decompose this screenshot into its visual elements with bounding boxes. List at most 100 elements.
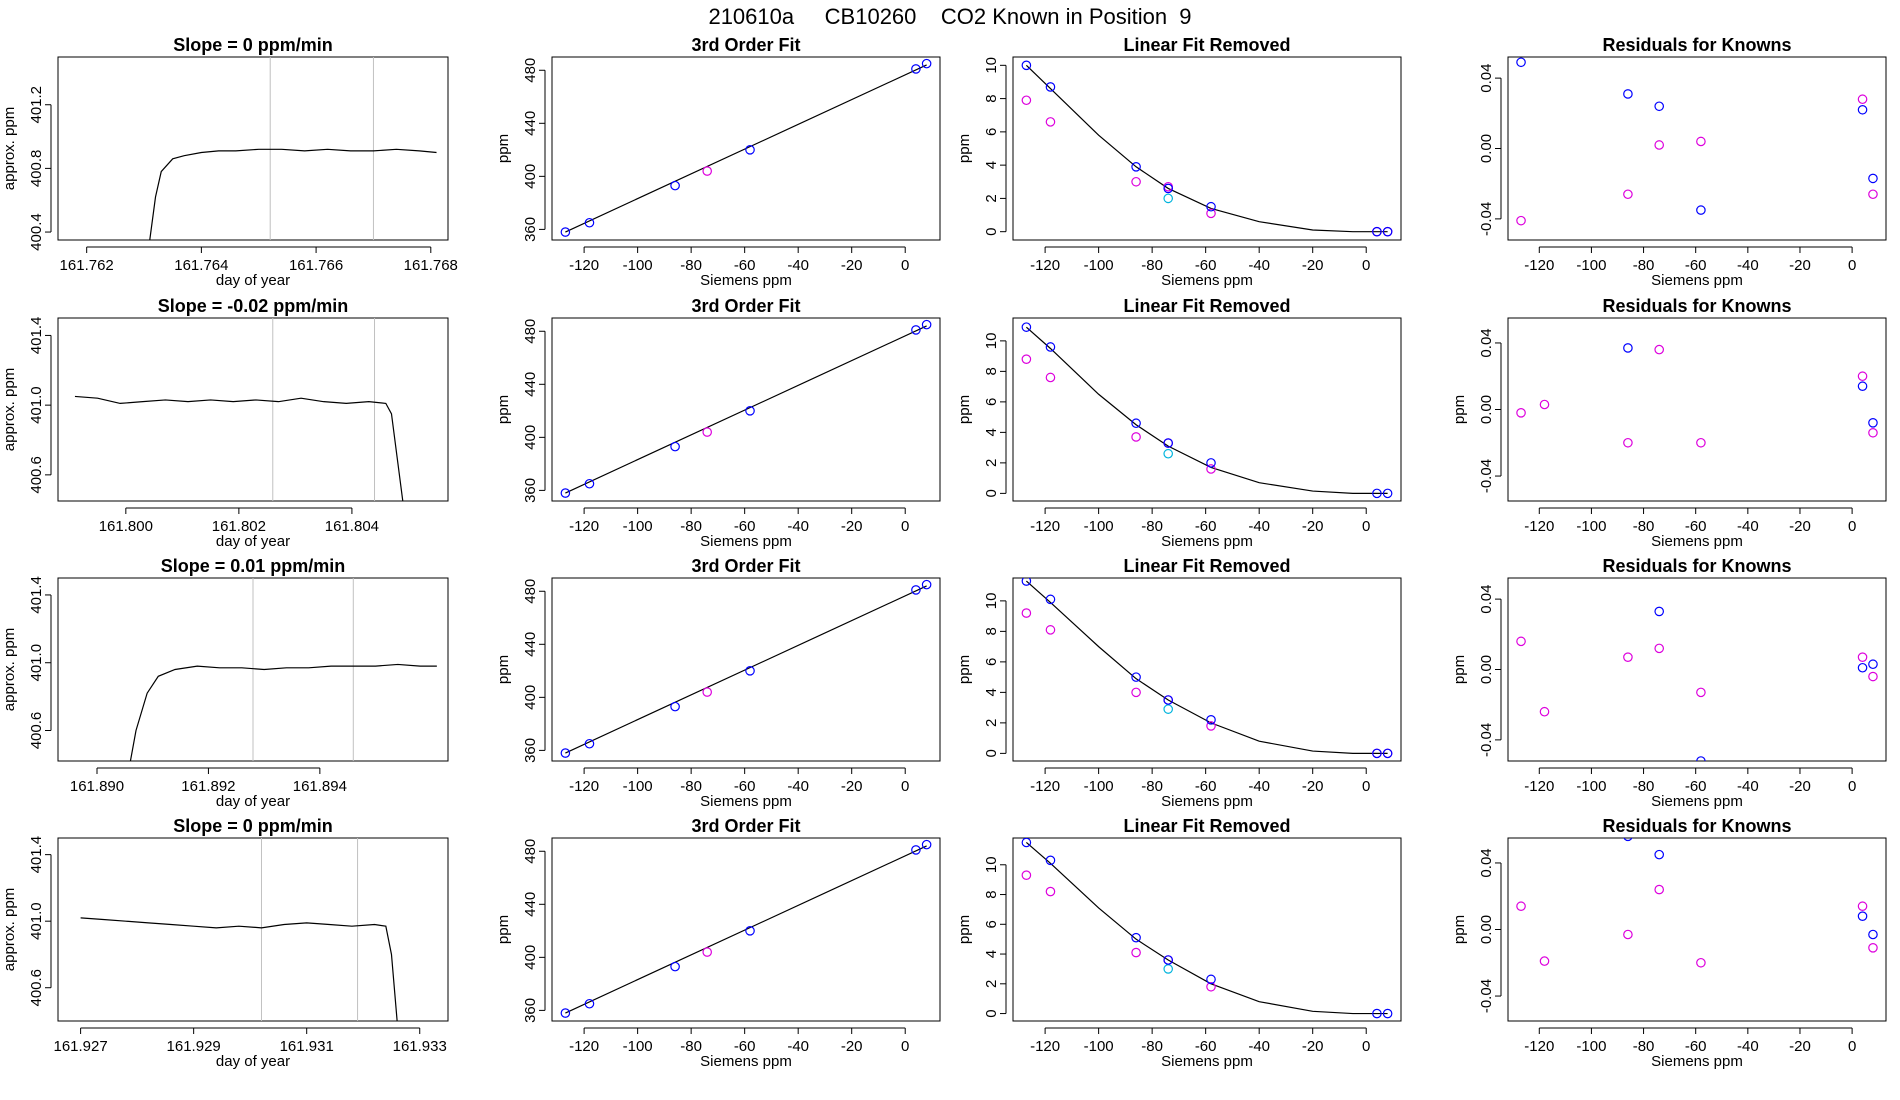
x-tick-label: -20 [1789, 778, 1811, 795]
y-tick-label: 0.00 [1478, 655, 1495, 684]
x-tick-label: 161.768 [404, 257, 458, 274]
x-tick-label: -40 [1248, 1038, 1270, 1055]
y-tick-label: 10 [983, 57, 1000, 74]
y-tick-label: 0.04 [1478, 64, 1495, 93]
x-tick-label: 161.800 [99, 518, 153, 535]
y-tick-label: 400 [522, 164, 539, 189]
y-axis-label: ppm [1451, 395, 1468, 424]
y-tick-label: 0.04 [1478, 328, 1495, 357]
x-tick-label: 0 [1848, 1038, 1856, 1055]
blue-point [670, 961, 680, 972]
magenta-point [1696, 687, 1706, 698]
blue-point [1696, 756, 1706, 761]
blue-point [921, 58, 932, 69]
blue-point [1382, 488, 1393, 499]
blue-point [911, 585, 921, 595]
blue-point [745, 406, 755, 416]
plot-area [560, 579, 932, 758]
panel-title: 3rd Order Fit [691, 556, 800, 576]
blue-point [1131, 672, 1141, 682]
panel-title: 3rd Order Fit [691, 816, 800, 836]
x-tick-label: -80 [1633, 1038, 1655, 1055]
x-tick-label: 0 [901, 518, 909, 535]
blue-point [911, 325, 921, 335]
x-tick-label: -120 [1030, 257, 1060, 274]
x-tick-label: -120 [1524, 257, 1554, 274]
x-tick-label: 161.890 [70, 778, 124, 795]
cyan-point [1163, 193, 1173, 204]
x-tick-label: -20 [1302, 778, 1324, 795]
plot-frame [551, 837, 941, 1022]
y-tick-label: 0.00 [1478, 915, 1495, 944]
x-tick-label: -80 [680, 778, 702, 795]
magenta-point [702, 687, 712, 697]
y-tick-label: 480 [522, 58, 539, 83]
x-axis-label: Siemens ppm [1651, 272, 1743, 289]
x-tick-label: -80 [680, 518, 702, 535]
y-tick-label: 401.0 [28, 644, 45, 682]
panel-7: Linear Fit Removed -120 -100 -80 -60 -40 -20 0 S… [956, 296, 1402, 550]
x-tick-label: -60 [1685, 1038, 1707, 1055]
x-tick-label: -60 [1195, 257, 1217, 274]
plot-area [80, 838, 398, 1021]
blue-point [921, 579, 932, 590]
blue-point [921, 319, 932, 330]
x-tick-label: -40 [1248, 778, 1270, 795]
plot-frame [1012, 56, 1402, 241]
magenta-point [1857, 901, 1868, 912]
magenta-point [1539, 706, 1550, 717]
panel-title: Linear Fit Removed [1123, 816, 1290, 836]
y-tick-label: 2 [983, 459, 1000, 467]
x-tick-label: -120 [1030, 518, 1060, 535]
panel-3: Linear Fit Removed -120 -100 -80 -60 -40 -20 0 S… [956, 35, 1402, 289]
x-tick-label: -60 [1195, 778, 1217, 795]
x-tick-label: -20 [841, 778, 863, 795]
plot-frame [1507, 837, 1887, 1022]
blue-point [1857, 381, 1868, 392]
x-tick-label: -80 [1633, 518, 1655, 535]
panel-title: Residuals for Knowns [1602, 816, 1791, 836]
x-tick-label: -100 [1084, 518, 1114, 535]
magenta-point [1021, 354, 1032, 364]
magenta-point [1868, 671, 1878, 682]
x-tick-label: -40 [1737, 1038, 1759, 1055]
y-tick-label: 8 [983, 94, 1000, 102]
blue-point [1163, 183, 1173, 194]
x-tick-label: 0 [1848, 257, 1856, 274]
blue-point [1696, 205, 1706, 215]
y-tick-label: 4 [983, 428, 1000, 436]
blue-point [1382, 1008, 1393, 1019]
x-tick-label: 161.766 [289, 257, 343, 274]
magenta-point [1868, 427, 1878, 438]
blue-point [670, 180, 680, 191]
plot-frame [551, 317, 941, 502]
y-tick-label: 0 [983, 489, 1000, 497]
y-axis-label: approx. ppm [1, 107, 18, 190]
x-tick-label: -60 [734, 257, 756, 274]
panel-11: Linear Fit Removed -120 -100 -80 -60 -40 -20 0 S… [956, 556, 1402, 810]
plot-frame [1012, 577, 1402, 762]
x-tick-label: -40 [1737, 778, 1759, 795]
y-axis-label: ppm [1451, 655, 1468, 684]
y-tick-label: 8 [983, 627, 1000, 635]
blue-point [1045, 855, 1056, 866]
panel-title: Linear Fit Removed [1123, 35, 1290, 55]
x-tick-label: -120 [569, 778, 599, 795]
plot-area [1021, 322, 1393, 499]
y-tick-label: 401.4 [28, 576, 45, 614]
x-tick-label: -100 [1084, 1038, 1114, 1055]
y-tick-label: 360 [522, 738, 539, 763]
y-tick-label: 6 [983, 920, 1000, 928]
magenta-point [1623, 929, 1633, 940]
y-tick-label: 360 [522, 478, 539, 503]
y-axis-label: ppm [1451, 915, 1468, 944]
y-axis-label: ppm [495, 134, 512, 163]
panel-title: Residuals for Knowns [1602, 35, 1791, 55]
plot-area [1021, 60, 1393, 237]
magenta-point [1857, 371, 1868, 382]
blue-point [584, 998, 595, 1009]
blue-point [560, 1008, 571, 1018]
x-tick-label: -20 [1789, 518, 1811, 535]
y-tick-label: 360 [522, 998, 539, 1023]
x-tick-label: -40 [787, 518, 809, 535]
